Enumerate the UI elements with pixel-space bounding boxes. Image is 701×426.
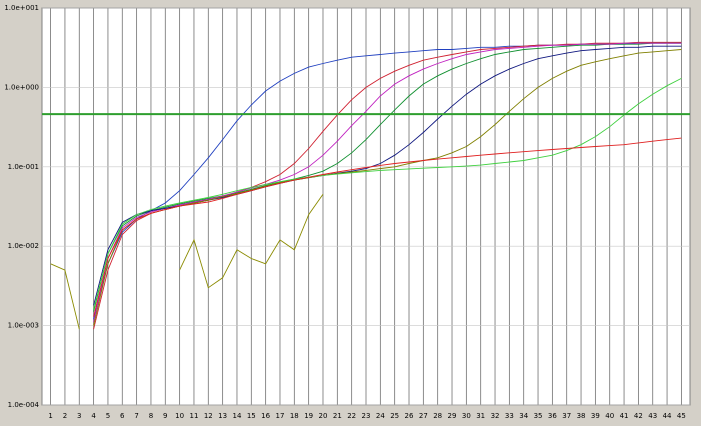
x-tick-label: 40 — [605, 412, 614, 420]
x-tick-label: 12 — [204, 412, 213, 420]
x-tick-label: 34 — [519, 412, 528, 420]
x-tick-label: 25 — [390, 412, 399, 420]
x-tick-label: 30 — [462, 412, 471, 420]
x-tick-label: 29 — [448, 412, 457, 420]
x-tick-label: 31 — [476, 412, 485, 420]
amplification-curve — [50, 194, 324, 330]
amplification-curve — [93, 49, 682, 326]
x-tick-label: 39 — [591, 412, 600, 420]
x-tick-label: 17 — [276, 412, 285, 420]
amplification-curve — [93, 77, 682, 310]
x-tick-label: 22 — [347, 412, 356, 420]
y-tick-label: 1.0e+000 — [4, 83, 39, 91]
x-tick-label: 14 — [233, 412, 242, 420]
y-tick-label: 1.0e-001 — [8, 163, 39, 171]
x-tick-label: 41 — [620, 412, 629, 420]
x-tick-label: 33 — [505, 412, 514, 420]
x-tick-label: 44 — [663, 412, 672, 420]
x-tick-label: 3 — [77, 412, 81, 420]
amplification-curve — [93, 42, 682, 323]
x-tick-label: 10 — [175, 412, 184, 420]
x-tick-label: 1 — [48, 412, 52, 420]
x-tick-label: 6 — [120, 412, 125, 420]
x-tick-label: 5 — [106, 412, 110, 420]
x-tick-label: 36 — [548, 412, 557, 420]
x-tick-label: 28 — [433, 412, 442, 420]
x-tick-label: 9 — [163, 412, 167, 420]
y-tick-label: 1.0e-002 — [8, 242, 39, 250]
x-tick-label: 32 — [491, 412, 500, 420]
x-tick-label: 23 — [362, 412, 371, 420]
x-tick-label: 27 — [419, 412, 428, 420]
amplification-curve — [93, 42, 682, 312]
x-tick-label: 18 — [290, 412, 299, 420]
x-tick-label: 43 — [648, 412, 657, 420]
x-tick-label: 13 — [218, 412, 227, 420]
x-tick-label: 20 — [319, 412, 328, 420]
x-tick-label: 45 — [677, 412, 686, 420]
x-tick-label: 24 — [376, 412, 385, 420]
x-tick-label: 42 — [634, 412, 643, 420]
x-tick-label: 26 — [405, 412, 414, 420]
x-tick-label: 4 — [91, 412, 96, 420]
amplification-curve — [93, 137, 682, 317]
x-tick-label: 16 — [261, 412, 270, 420]
x-tick-label: 35 — [534, 412, 543, 420]
x-tick-label: 8 — [149, 412, 153, 420]
x-tick-label: 19 — [304, 412, 313, 420]
y-tick-label: 1.0e+001 — [4, 4, 39, 12]
x-tick-label: 7 — [134, 412, 138, 420]
x-tick-label: 38 — [577, 412, 586, 420]
x-tick-label: 15 — [247, 412, 256, 420]
x-tick-label: 21 — [333, 412, 342, 420]
x-tick-label: 11 — [190, 412, 199, 420]
y-tick-label: 1.0e-003 — [8, 322, 39, 330]
x-tick-label: 2 — [63, 412, 67, 420]
x-tick-label: 37 — [562, 412, 571, 420]
y-tick-label: 1.0e-004 — [8, 401, 40, 409]
